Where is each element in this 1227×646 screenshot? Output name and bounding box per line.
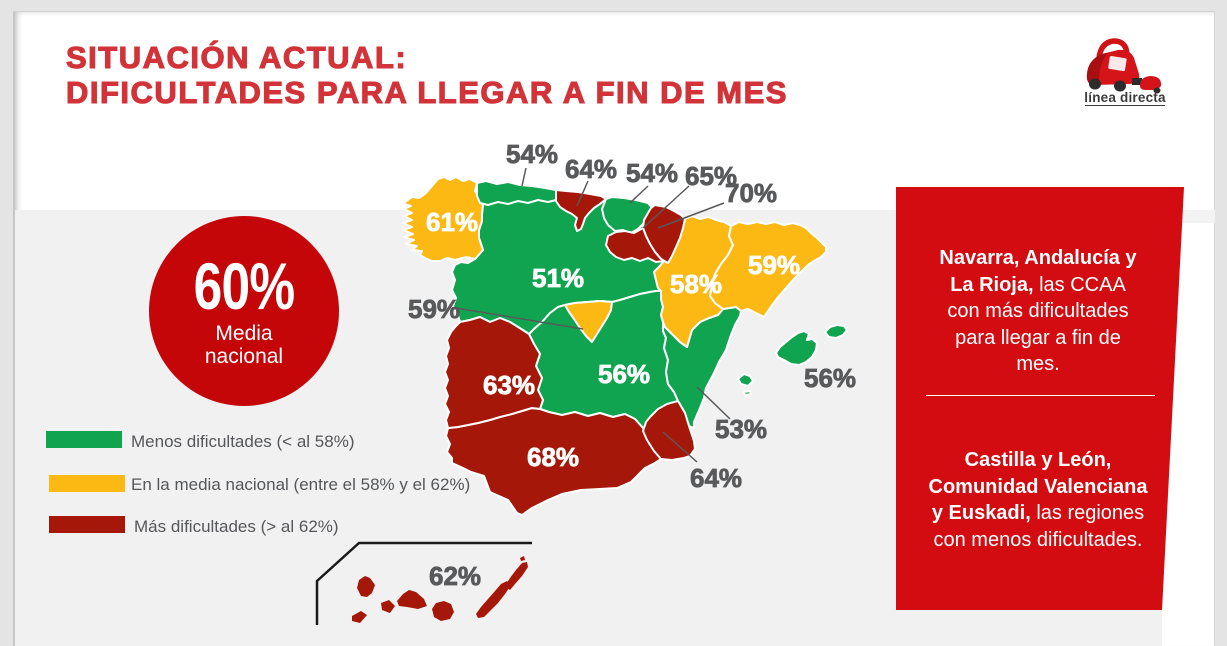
svg-text:68%: 68% [527, 442, 579, 472]
svg-text:53%: 53% [715, 414, 767, 444]
svg-text:56%: 56% [804, 363, 856, 393]
svg-text:64%: 64% [565, 154, 617, 184]
svg-text:54%: 54% [506, 139, 558, 169]
svg-text:59%: 59% [748, 250, 800, 280]
svg-text:65%: 65% [685, 161, 737, 191]
svg-text:56%: 56% [598, 359, 650, 389]
svg-text:51%: 51% [532, 263, 584, 293]
svg-text:64%: 64% [690, 463, 742, 493]
svg-text:58%: 58% [670, 269, 722, 299]
svg-text:63%: 63% [483, 370, 535, 400]
svg-text:61%: 61% [426, 207, 478, 237]
svg-text:62%: 62% [429, 561, 481, 591]
svg-text:59%: 59% [408, 294, 460, 324]
svg-text:70%: 70% [725, 178, 777, 208]
svg-text:línea directa: línea directa [1084, 90, 1166, 105]
svg-text:54%: 54% [626, 158, 678, 188]
